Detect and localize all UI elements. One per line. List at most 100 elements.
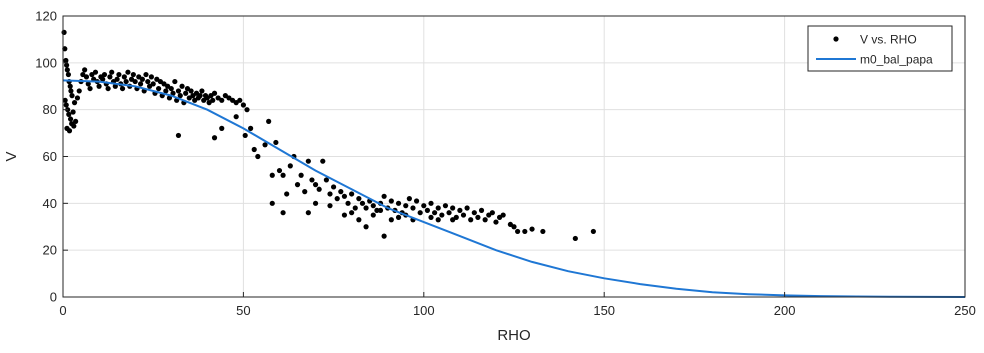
scatter-point [269,172,275,178]
scatter-point [381,193,387,199]
scatter-point [61,29,67,35]
scatter-point [493,219,499,225]
scatter-point [69,93,75,99]
scatter-point [130,71,136,78]
scatter-point [266,118,272,124]
scatter-point [500,212,506,218]
scatter-point [475,214,481,220]
scatter-point [298,172,304,178]
scatter-point [262,142,268,148]
scatter-point [323,177,329,183]
y-tick-label: 20 [43,243,57,258]
scatter-point [65,71,72,78]
legend: V vs. RHO m0_bal_papa [807,25,953,72]
scatter-point [64,67,70,73]
scatter-point [522,228,528,235]
scatter-point [309,177,315,183]
x-tick-label: 250 [954,303,976,318]
scatter-point [188,88,194,94]
scatter-point [125,69,131,75]
scatter-point [341,212,348,218]
scatter-point [450,217,456,223]
scatter-point [219,125,225,131]
scatter-point [82,67,88,73]
scatter-point [363,205,369,211]
scatter-point [62,46,68,52]
scatter-point [139,76,145,82]
scatter-point [302,189,308,195]
scatter-point [511,224,517,230]
scatter-point [334,196,340,202]
scatter-point [168,85,174,92]
scatter-point [156,85,162,92]
scatter-point [240,102,246,108]
scatter-point [244,107,250,113]
scatter-point [327,191,333,197]
y-tick-label: 40 [43,196,57,211]
scatter-point [71,123,77,129]
scatter-point [199,88,205,94]
scatter-point [248,125,254,131]
scatter-point [166,95,173,101]
scatter-point [101,71,108,78]
scatter-point [359,200,366,206]
y-tick-label: 60 [43,149,57,164]
scatter-point [464,205,470,211]
scatter-point [363,224,369,230]
scatter-point [73,118,79,124]
scatter-point [148,74,154,80]
fit-line [62,79,966,298]
scatter-point [388,198,394,204]
scatter-point [320,158,326,164]
scatter-point [478,207,485,213]
scatter-point [374,207,380,213]
scatter-point [116,71,122,78]
scatter-point [450,205,456,211]
scatter-point [349,191,355,197]
scatter-point [112,83,118,89]
x-tick-label: 200 [774,303,796,318]
scatter-point [123,78,129,85]
scatter-point [395,214,402,220]
scatter-point [74,95,81,101]
scatter-point [63,102,69,108]
scatter-point [143,71,149,78]
y-tick-label: 100 [35,55,57,70]
x-axis-label: RHO [497,327,530,344]
scatter-point [92,69,99,75]
scatter-point [276,167,283,174]
scatter-point [316,186,322,192]
scatter-point [572,235,578,242]
scatter-point [381,233,387,239]
scatter-point [428,200,434,206]
scatter-point [345,200,351,206]
scatter-point [312,182,319,188]
scatter-point [435,205,441,211]
scatter-point [432,210,438,216]
scatter-point [395,200,402,206]
scatter-point [137,81,144,87]
scatter-point [237,97,243,103]
scatter-point [163,88,169,94]
scatter-point [341,193,348,199]
scatter-point [284,191,290,197]
scatter-point [410,205,416,211]
y-tick-label: 0 [50,290,57,305]
scatter-point [388,217,394,223]
scatter-point [219,97,225,103]
scatter-point [428,214,434,220]
scatter-point [403,203,409,209]
scatter-point [442,203,449,209]
scatter-point [377,207,384,213]
scatter-point [105,85,111,92]
scatter-point [370,203,376,209]
axes-layer: 0 50 100 150 200 250 0 20 40 60 80 100 120 RHO V [3,9,976,345]
scatter-point [71,100,78,106]
scatter-point [183,90,189,96]
scatter-point [287,163,293,169]
scatter-point [150,81,156,87]
scatter-point [406,196,412,202]
scatter-point [62,97,68,103]
scatter-point [255,153,261,160]
